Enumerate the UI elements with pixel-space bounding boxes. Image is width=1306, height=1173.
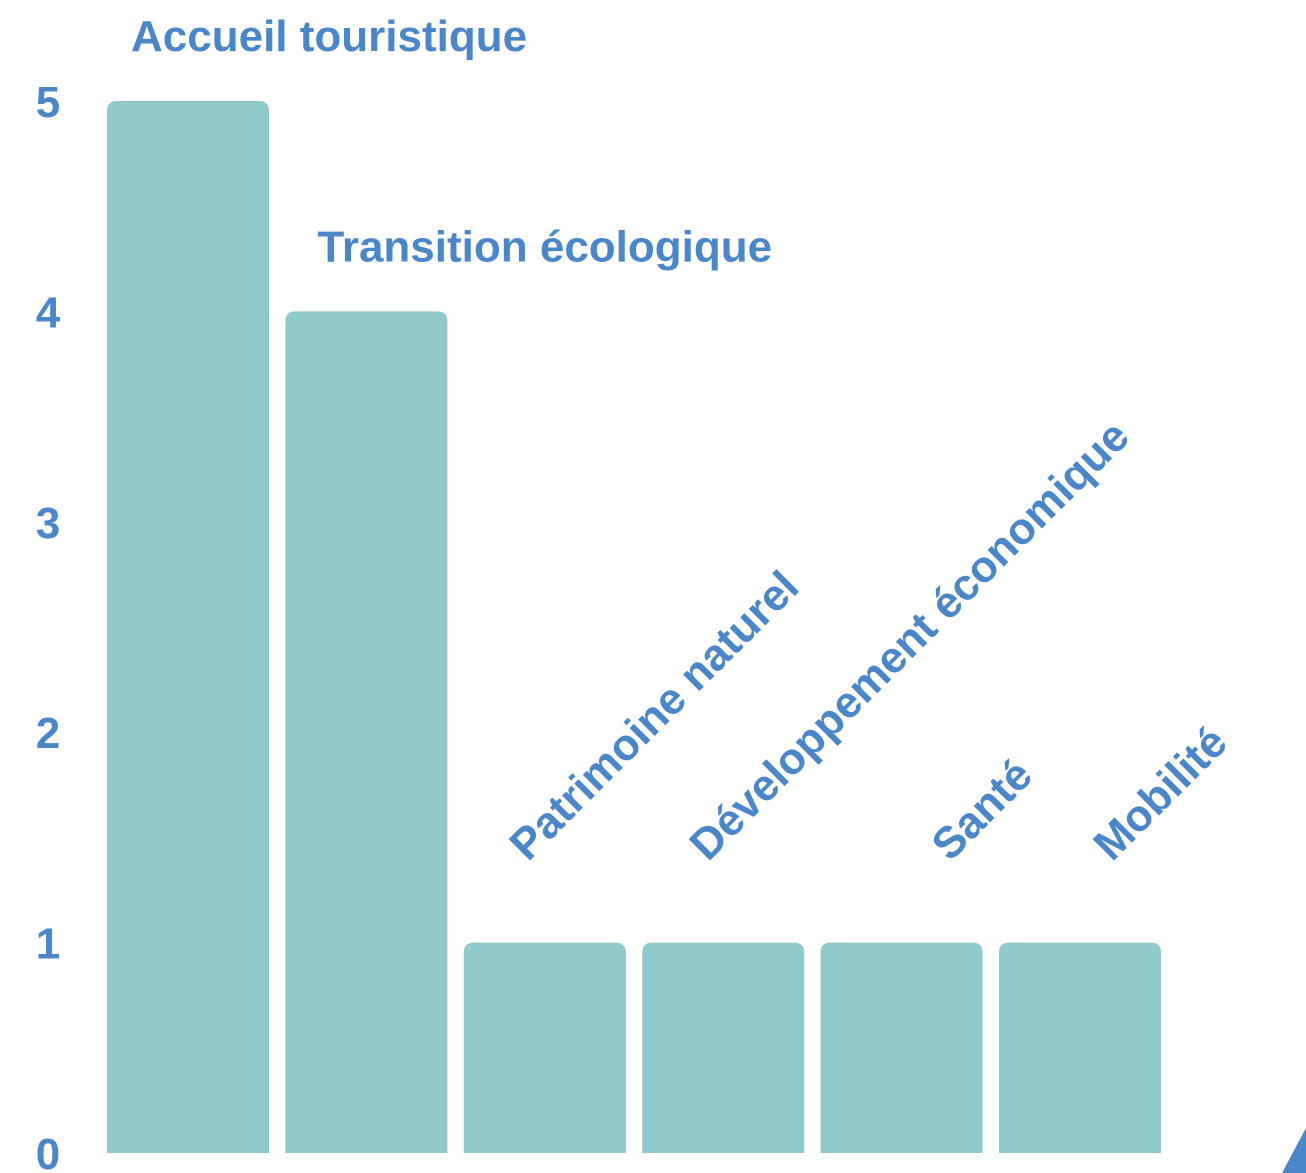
bar bbox=[999, 942, 1161, 1153]
category-label: Patrimoine naturel bbox=[500, 562, 808, 870]
y-tick-label: 0 bbox=[36, 1130, 60, 1173]
bar bbox=[820, 942, 983, 1153]
category-label: Transition écologique bbox=[317, 222, 772, 271]
category-label: Accueil touristique bbox=[131, 12, 527, 61]
bar bbox=[107, 101, 269, 1153]
y-tick-label: 3 bbox=[36, 499, 60, 548]
y-tick-label: 5 bbox=[36, 78, 60, 127]
category-label: Mobilité bbox=[1084, 717, 1236, 869]
bar bbox=[285, 311, 448, 1153]
bar bbox=[642, 942, 805, 1153]
corner-decoration bbox=[1282, 1128, 1306, 1173]
y-tick-label: 2 bbox=[36, 709, 60, 758]
y-tick-label: 1 bbox=[36, 920, 60, 969]
bar bbox=[463, 942, 626, 1153]
y-tick-label: 4 bbox=[36, 288, 61, 337]
category-label: Santé bbox=[922, 750, 1041, 869]
